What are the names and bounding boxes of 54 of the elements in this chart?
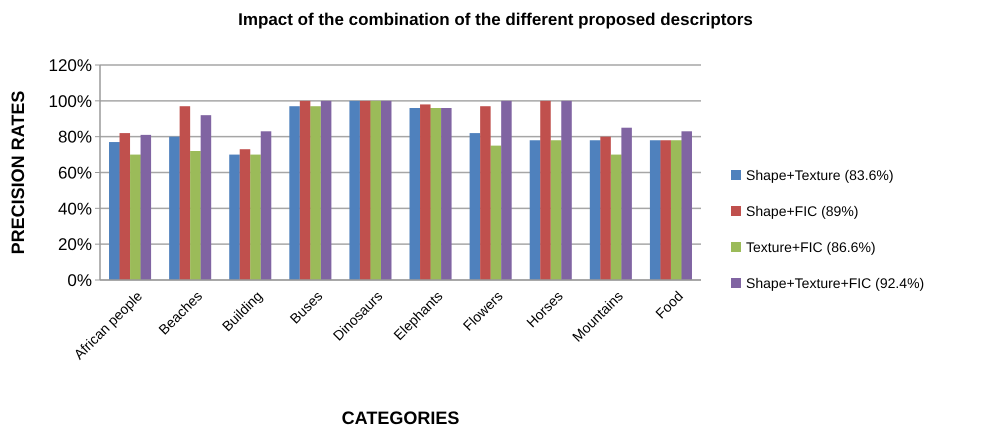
y-axis-title: PRECISION RATES: [8, 90, 28, 254]
bar: [660, 140, 671, 280]
bar: [240, 149, 250, 280]
bar: [540, 100, 551, 280]
legend-label: Shape+Texture+FIC (92.4%): [746, 274, 924, 291]
y-tick-label: 60%: [58, 163, 92, 182]
bar: [169, 136, 180, 280]
y-tick-label: 20%: [58, 235, 92, 254]
bar: [120, 133, 130, 280]
bar: [109, 142, 120, 280]
bar: [600, 136, 611, 280]
bar: [130, 154, 141, 280]
y-tick-label: 80%: [58, 128, 92, 147]
bar: [561, 100, 572, 280]
bar: [650, 140, 660, 280]
bar: [349, 100, 360, 280]
y-tick-label: 0%: [67, 270, 92, 290]
bar: [320, 100, 332, 280]
bar: [681, 131, 692, 280]
y-tick-label: 120%: [48, 56, 92, 75]
y-tick-label: 40%: [58, 199, 92, 218]
bar: [260, 131, 272, 280]
bar: [670, 140, 682, 280]
bar: [410, 108, 420, 280]
bar: [250, 154, 261, 280]
legend-label: Shape+Texture (83.6%): [746, 166, 894, 183]
bar: [430, 108, 442, 280]
bar: [310, 106, 321, 280]
bar: [200, 115, 212, 280]
legend-label: Shape+FIC (89%): [746, 202, 858, 219]
bar: [229, 154, 240, 280]
legend-label: Texture+FIC (86.6%): [746, 238, 876, 255]
bar: [300, 100, 310, 280]
bar: [190, 151, 201, 280]
bar: [180, 106, 190, 280]
bar: [380, 100, 392, 280]
bar: [550, 140, 562, 280]
bar: [420, 104, 431, 280]
bar: [360, 100, 370, 280]
bar: [501, 100, 512, 280]
bar: [289, 106, 300, 280]
bar: [470, 133, 480, 280]
bar: [621, 128, 632, 280]
y-tick-label: 100%: [48, 92, 92, 111]
bar: [490, 146, 502, 280]
x-axis-title: CATEGORIES: [342, 408, 460, 428]
bar: [590, 140, 600, 280]
bar: [441, 108, 452, 280]
bar: [140, 134, 152, 280]
bar: [480, 106, 491, 280]
bar: [370, 100, 381, 280]
bar: [530, 140, 540, 280]
bar: [610, 154, 622, 280]
chart-title: Impact of the combination of the different proposed descriptors: [238, 10, 753, 29]
